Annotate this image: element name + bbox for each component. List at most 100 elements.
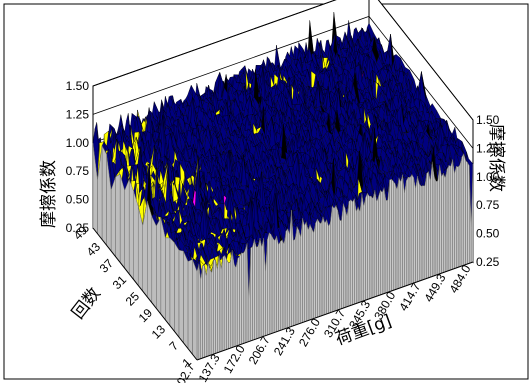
left-face-strip [165, 237, 171, 327]
front-face-strip [270, 234, 274, 335]
front-face-strip [441, 172, 444, 274]
front-face-strip [196, 263, 200, 361]
z-axis-label-left: 摩擦係数 [39, 160, 59, 228]
front-face-strip [315, 218, 318, 319]
front-face-strip [454, 166, 457, 269]
front-face-strip [457, 163, 461, 268]
z-tick-label-left: 0.25 [66, 221, 90, 235]
front-face-strip [244, 243, 248, 344]
front-face-strip [341, 203, 344, 310]
front-face-strip [298, 230, 301, 325]
left-face-strip [169, 237, 175, 333]
front-face-strip [428, 171, 431, 279]
front-face-strip [404, 180, 407, 287]
front-face-strip [218, 255, 222, 353]
front-face-strip [430, 161, 433, 278]
front-face-strip [446, 165, 450, 272]
front-face-strip [213, 259, 216, 355]
front-face-strip [304, 221, 307, 323]
front-face-strip [331, 205, 335, 313]
front-face-strip [356, 206, 359, 304]
front-face-strip [330, 205, 333, 313]
front-face-strip [300, 218, 303, 324]
front-face-strip [324, 219, 327, 315]
front-face-strip [289, 210, 292, 328]
front-face-strip [372, 190, 376, 298]
front-face-strip [415, 176, 418, 283]
front-face-strip [302, 218, 305, 323]
front-face-strip [211, 259, 214, 356]
front-face-strip [206, 262, 209, 358]
x-axis-line [196, 261, 474, 361]
front-face-strip [426, 170, 429, 279]
left-face-strip [151, 216, 157, 310]
front-face-strip [202, 265, 205, 359]
front-face-strip [285, 227, 289, 329]
front-face-strip [226, 258, 229, 350]
left-face-strip [101, 145, 107, 246]
front-face-strip [317, 218, 320, 318]
z-tick-label-right: 1.50 [476, 113, 500, 127]
left-face-strip [133, 191, 139, 287]
front-face-strip [307, 224, 311, 321]
front-face-strip [306, 221, 309, 322]
left-face-strip [156, 217, 162, 315]
front-face-strip [222, 254, 226, 352]
front-face-strip [200, 265, 203, 360]
z-gridline [92, 0, 474, 121]
front-face-strip [374, 190, 377, 298]
left-face-strip [178, 249, 184, 344]
front-face-strip [343, 203, 346, 309]
y-axis-line [92, 227, 198, 361]
front-face-strip [204, 265, 207, 358]
front-face-strip [328, 222, 331, 314]
front-face-strip [407, 176, 411, 286]
front-face-strip [411, 173, 414, 285]
front-face-strip [385, 199, 389, 294]
front-face-strip [398, 177, 402, 289]
z-axis-label-right: 摩擦係数 [486, 124, 506, 192]
front-face-strip [361, 193, 364, 302]
front-face-strip [467, 161, 470, 265]
front-face-strip [198, 263, 201, 360]
front-face-strip [419, 182, 422, 282]
front-face-strip [274, 235, 277, 333]
front-face-strip [465, 159, 468, 265]
z-tick-label-left: 0.50 [66, 193, 90, 207]
front-face-strip [207, 262, 211, 357]
z-tick-label-right: 1.00 [476, 170, 500, 184]
front-face-strip [463, 153, 466, 266]
front-face-strip [287, 228, 290, 329]
front-face-strip [319, 221, 322, 317]
front-face-strip [344, 208, 348, 308]
z-tick-label-left: 1.00 [66, 136, 90, 150]
front-face-strip [369, 195, 372, 300]
front-face-strip [393, 180, 396, 291]
front-face-strip [228, 262, 231, 350]
front-face-strip [413, 177, 416, 284]
front-face-strip [406, 177, 409, 287]
front-face-strip [367, 192, 370, 300]
left-face-strip [128, 179, 134, 281]
front-face-strip [387, 179, 390, 293]
front-face-strip [337, 210, 340, 311]
front-face-strip [443, 173, 446, 273]
front-face-strip [417, 176, 420, 283]
front-face-strip [217, 255, 220, 354]
front-face-strip [433, 175, 437, 277]
left-face-strip [115, 173, 121, 264]
front-face-strip [431, 161, 435, 277]
front-face-strip [320, 216, 324, 317]
front-face-strip [370, 195, 374, 299]
left-face-strip [183, 251, 189, 350]
z-gridline [92, 15, 474, 149]
front-face-strip [420, 185, 424, 281]
front-face-strip [376, 196, 379, 297]
left-face-strip [187, 259, 193, 355]
front-face-strip [380, 189, 383, 296]
front-face-strip [283, 231, 287, 330]
front-face-strip [252, 239, 255, 341]
front-face-strip [294, 226, 298, 326]
front-face-strip [335, 205, 339, 312]
